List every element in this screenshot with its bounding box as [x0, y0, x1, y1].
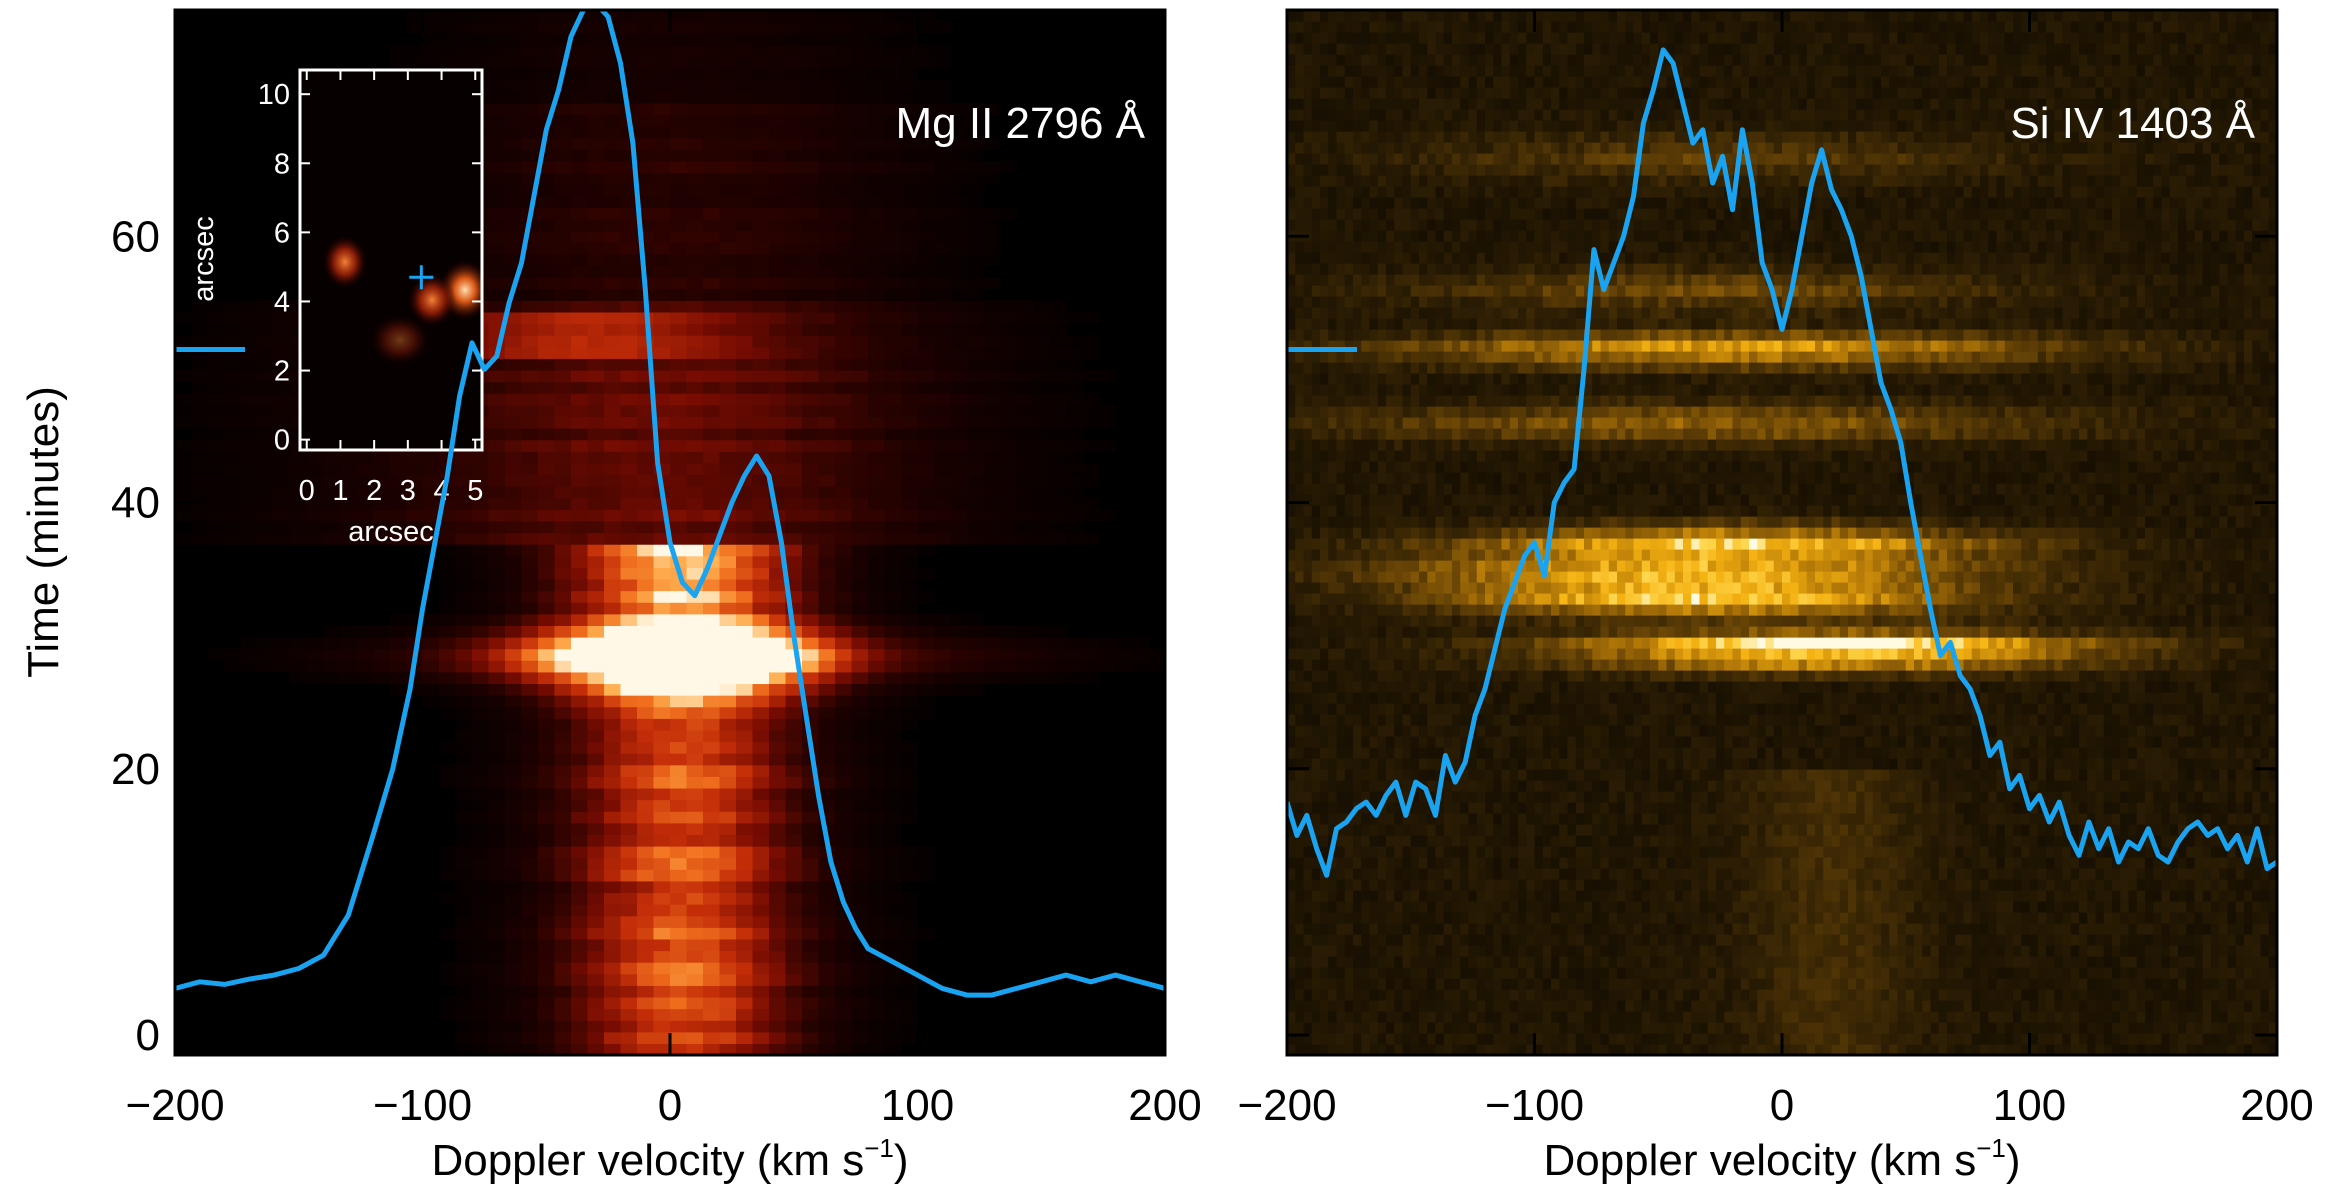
y-tick-label: 0 [136, 1011, 160, 1060]
inset-x-tick-label: 5 [467, 475, 483, 507]
mg-ii-x-tick-label: 100 [881, 1081, 954, 1130]
inset-x-tick-label: 3 [400, 475, 416, 507]
y-tick-label: 20 [111, 745, 160, 794]
y-tick-label: 60 [111, 212, 160, 261]
mg-ii-frame [173, 8, 1167, 1057]
mg-ii-profile-line [175, 10, 1165, 998]
inset-bright-region-1 [323, 236, 367, 288]
inset-y-tick-label: 4 [274, 286, 290, 318]
inset-y-tick-label: 0 [274, 425, 290, 457]
y-tick-label: 40 [111, 479, 160, 528]
inset-frame [298, 68, 484, 452]
inset-cross-marker [409, 265, 434, 290]
si-iv-panel: Si IV 1403 Å −200 −100 0 100 200 Doppler vel… [1237, 8, 2314, 1185]
si-iv-heatmap [1287, 10, 2277, 1055]
inset-dim-region [370, 315, 430, 365]
mg-ii-annotation: Mg II 2796 Å [896, 99, 1146, 148]
inset-y-tick-label: 6 [274, 217, 290, 249]
y-axis-label: Time (minutes) [19, 386, 68, 678]
inset-xlabel: arcsec [348, 516, 433, 548]
inset-x-tick-label: 1 [332, 475, 348, 507]
si-iv-annotation: Si IV 1403 Å [2010, 99, 2255, 148]
inset-y-tick-label: 8 [274, 148, 290, 180]
mg-ii-x-tick-label: −200 [125, 1081, 224, 1130]
inset-bright-region-3 [408, 274, 456, 326]
si-iv-x-ticks: −200 −100 0 100 200 [1237, 10, 2314, 1130]
mg-ii-x-axis-label: Doppler velocity (km s−1) [431, 1133, 908, 1185]
mg-ii-x-tick-label: 200 [1128, 1081, 1201, 1130]
si-iv-x-tick-label: −100 [1485, 1081, 1584, 1130]
si-iv-x-tick-label: 200 [2240, 1081, 2313, 1130]
mg-ii-x-tick-label: 0 [658, 1081, 682, 1130]
mg-ii-x-ticks: −200 −100 0 100 200 [125, 10, 1202, 1130]
inset-x-tick-label: 0 [299, 475, 315, 507]
inset-y-tick-label: 2 [274, 356, 290, 388]
si-iv-x-axis-label: Doppler velocity (km s−1) [1543, 1133, 2020, 1185]
si-iv-x-tick-label: −200 [1237, 1081, 1336, 1130]
inset-y-tick-label: 10 [258, 79, 290, 111]
mg-ii-x-tick-label: −100 [373, 1081, 472, 1130]
si-iv-x-tick-label: 100 [1993, 1081, 2066, 1130]
si-iv-profile-line [1287, 47, 2277, 878]
inset-x-tick-label: 2 [366, 475, 382, 507]
si-iv-x-tick-label: 0 [1770, 1081, 1794, 1130]
si-iv-frame [1285, 8, 2279, 1057]
inset-ylabel: arcsec [188, 216, 220, 301]
